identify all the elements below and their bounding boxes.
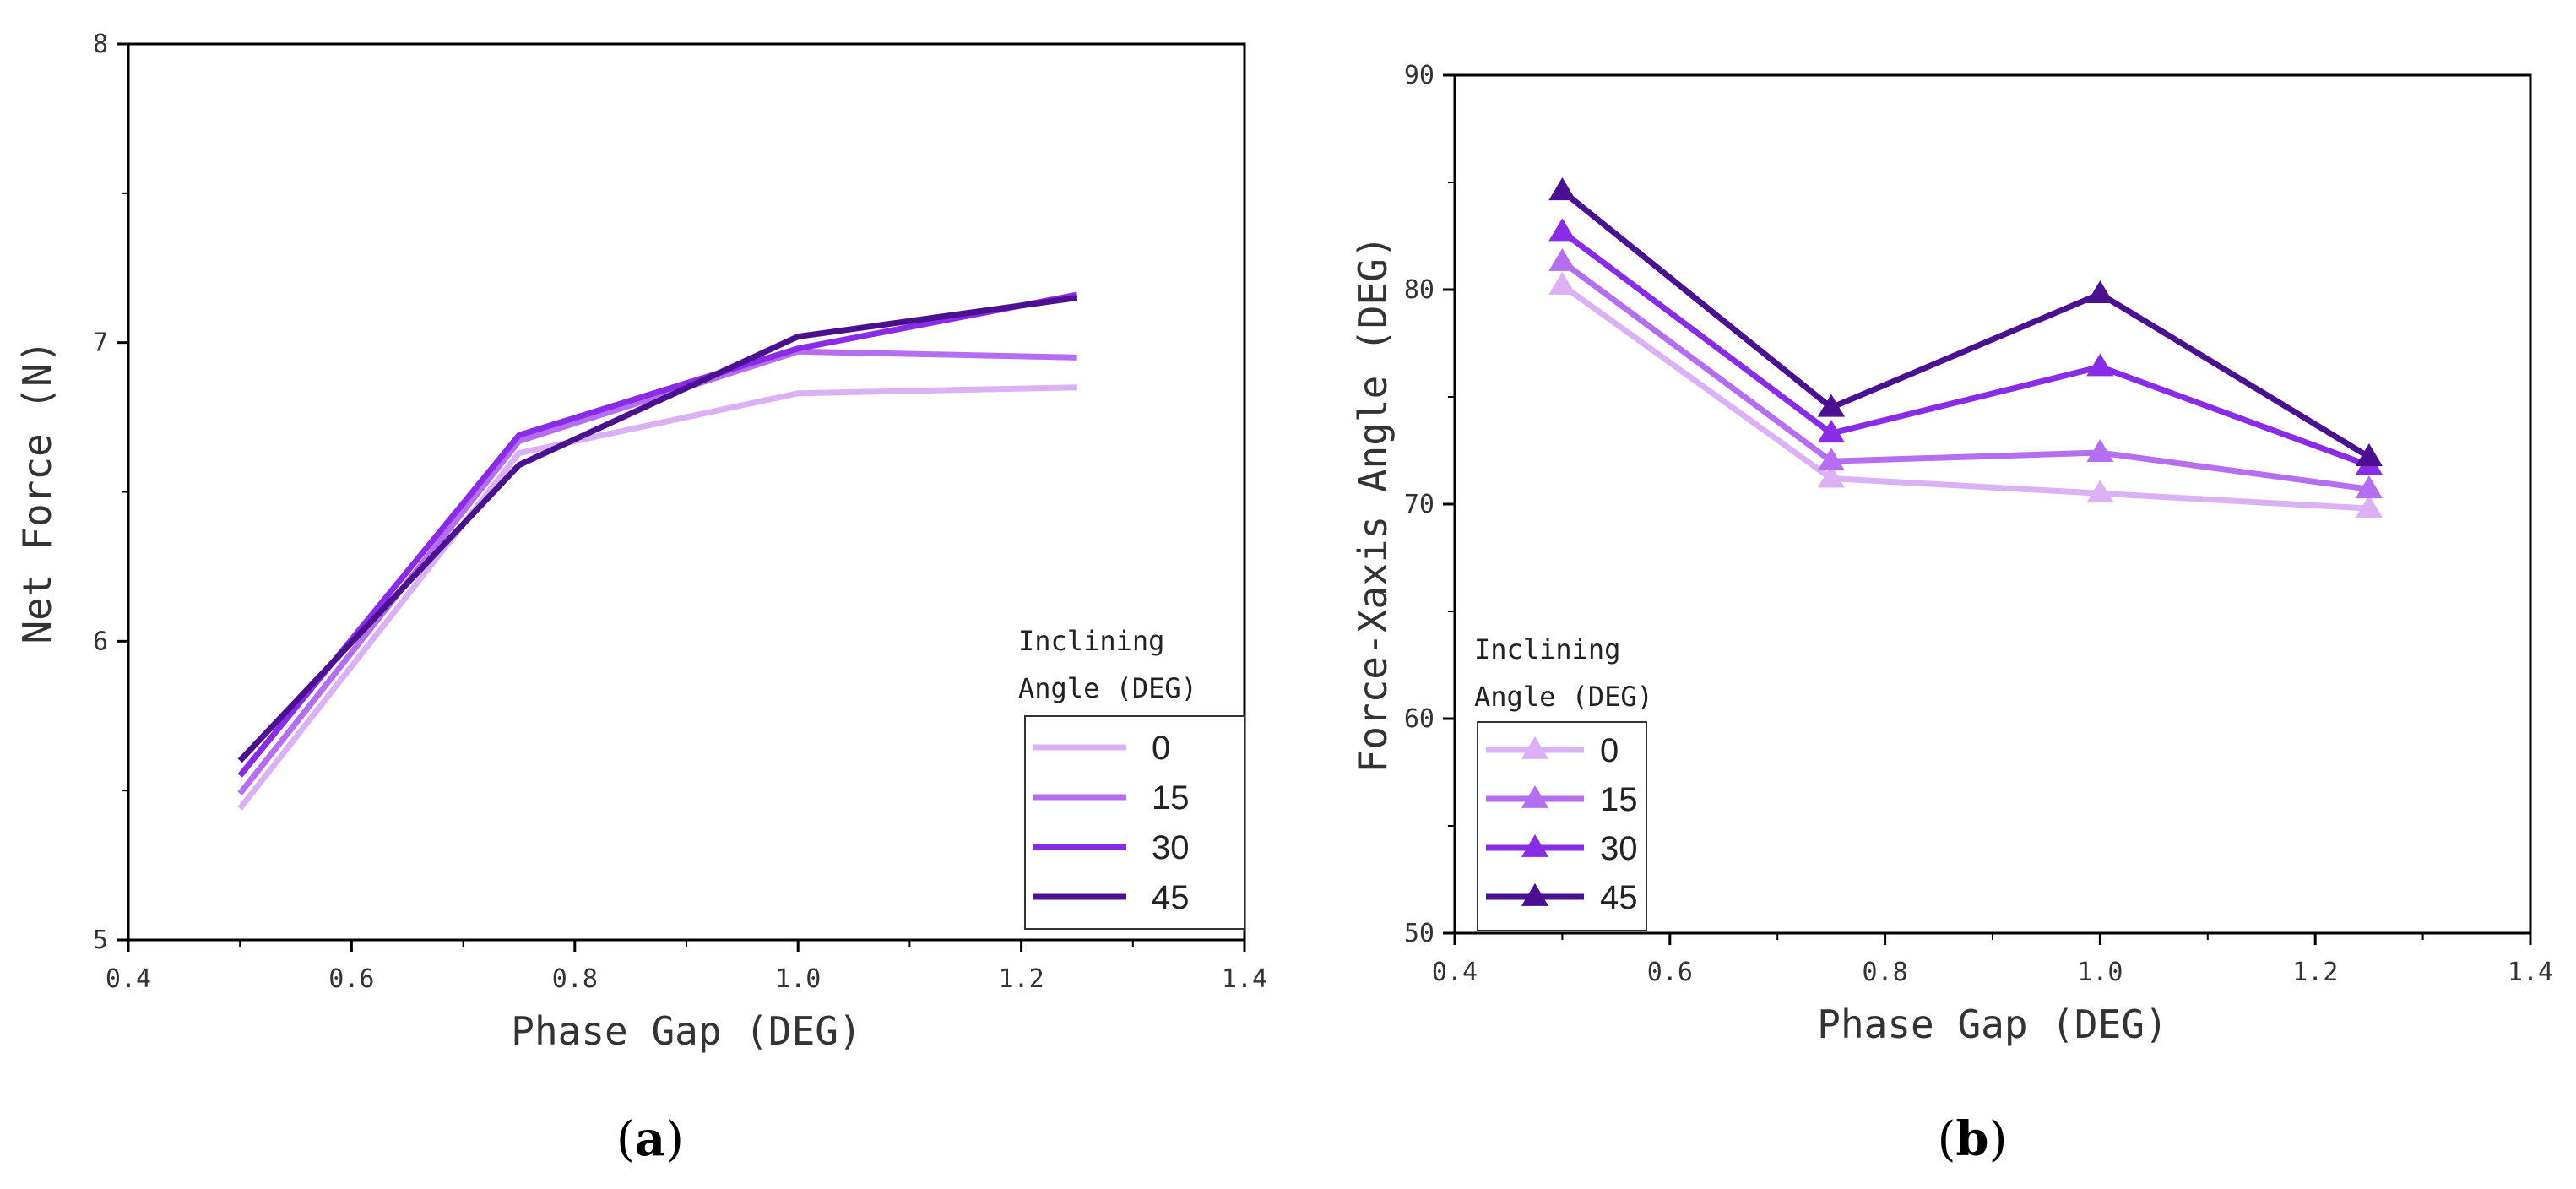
data-point-15: [1548, 247, 1576, 271]
x-tick-label: 1.0: [2077, 958, 2123, 987]
chart-panel-a: 0.4 0.6 0.8 1.0 1.2 1.4 5 6 7 8 Phase Gap (DEG) Net…: [14, 30, 1267, 1167]
y-tick-label: 6: [93, 627, 108, 656]
x-tick-label: 1.2: [999, 964, 1044, 994]
x-tick-label: 1.0: [775, 964, 821, 994]
x-tick-label: 0.4: [1432, 958, 1478, 987]
data-point-0: [2086, 480, 2114, 503]
legend-marker-30: [1521, 833, 1549, 857]
data-point-0: [2355, 494, 2383, 518]
legend-label-0: 0: [1600, 732, 1619, 769]
data-point-0: [1817, 464, 1846, 488]
legend: Inclining Angle (DEG) 0 15 30 45: [1018, 625, 1245, 930]
x-axis-title: Phase Gap (DEG): [1817, 1002, 2167, 1047]
y-tick-label: 7: [93, 328, 108, 358]
data-point-30: [1548, 218, 1576, 242]
legend-title-line2: Angle (DEG): [1018, 672, 1197, 704]
panel-label-letter: a: [635, 1111, 665, 1167]
legend-title-line1: Inclining: [1018, 625, 1164, 657]
data-point-45: [2086, 280, 2114, 303]
data-point-30: [2086, 353, 2114, 377]
data-point-30: [1817, 420, 1846, 443]
series-line-45: [237, 295, 1078, 763]
y-tick-label: 60: [1404, 704, 1434, 734]
legend-title-line1: Inclining: [1474, 633, 1620, 665]
legend-box: [1024, 715, 1245, 930]
panel-label-close: ): [1989, 1112, 2008, 1167]
panel-label-letter: b: [1955, 1111, 1988, 1167]
series-line-15: [237, 348, 1077, 795]
series-line-0: [1560, 283, 2370, 512]
legend-marker-0: [1521, 736, 1549, 759]
legend-label-30: 30: [1152, 829, 1190, 866]
y-axis-title: Force-Xaxis Angle (DEG): [1350, 236, 1396, 774]
y-tick-label: 90: [1404, 61, 1434, 90]
x-tick-label: 1.2: [2292, 958, 2338, 987]
data-point-45: [2355, 443, 2383, 467]
legend-label-15: 15: [1152, 779, 1190, 817]
series-line-45: [1560, 188, 2371, 460]
series-line-15: [1560, 259, 2370, 492]
panel-label-open: (: [616, 1112, 635, 1167]
y-tick-label: 80: [1404, 275, 1434, 305]
panel-label-close: ): [665, 1112, 684, 1167]
data-point-15: [2086, 438, 2114, 462]
x-tick-label: 1.4: [2508, 958, 2553, 987]
x-tick-label: 0.6: [1647, 958, 1693, 987]
legend-label-45: 45: [1600, 879, 1638, 916]
x-tick-label: 0.4: [106, 964, 151, 994]
data-point-45: [1548, 177, 1576, 201]
panel-label: (a): [616, 1111, 684, 1167]
data-point-45: [1817, 394, 1846, 417]
panel-label: (b): [1938, 1111, 2008, 1167]
data-point-15: [1817, 448, 1846, 471]
legend-title-line2: Angle (DEG): [1474, 681, 1653, 713]
legend-marker-15: [1521, 785, 1549, 808]
legend-label-15: 15: [1600, 781, 1638, 818]
x-tick-label: 0.8: [552, 964, 598, 994]
y-axis-title: Net Force (N): [14, 339, 60, 643]
legend-label-0: 0: [1152, 730, 1170, 767]
data-point-15: [2355, 475, 2383, 499]
legend-marker-45: [1521, 882, 1549, 906]
y-tick-label: 5: [93, 926, 108, 955]
legend-label-30: 30: [1600, 830, 1638, 867]
y-tick-label: 50: [1404, 919, 1434, 948]
x-axis-title: Phase Gap (DEG): [511, 1008, 861, 1054]
x-tick-label: 0.8: [1863, 958, 1908, 987]
series-line-30: [1560, 229, 2371, 469]
data-point-0: [1548, 271, 1576, 295]
y-tick-label: 70: [1404, 490, 1434, 519]
series-line-30: [237, 291, 1078, 778]
series-line-0: [237, 384, 1077, 811]
legend-label-45: 45: [1152, 879, 1190, 916]
chart-panel-b: 0.4 0.6 0.8 1.0 1.2 1.4 50 60 70 80 90 Phase Gap (D…: [1350, 61, 2553, 1167]
y-tick-label: 8: [93, 30, 108, 59]
x-tick-label: 1.4: [1222, 964, 1267, 994]
panel-label-open: (: [1938, 1112, 1956, 1167]
legend: Inclining Angle (DEG) 0 15 30 45: [1474, 633, 1653, 931]
x-tick-label: 0.6: [328, 964, 374, 994]
